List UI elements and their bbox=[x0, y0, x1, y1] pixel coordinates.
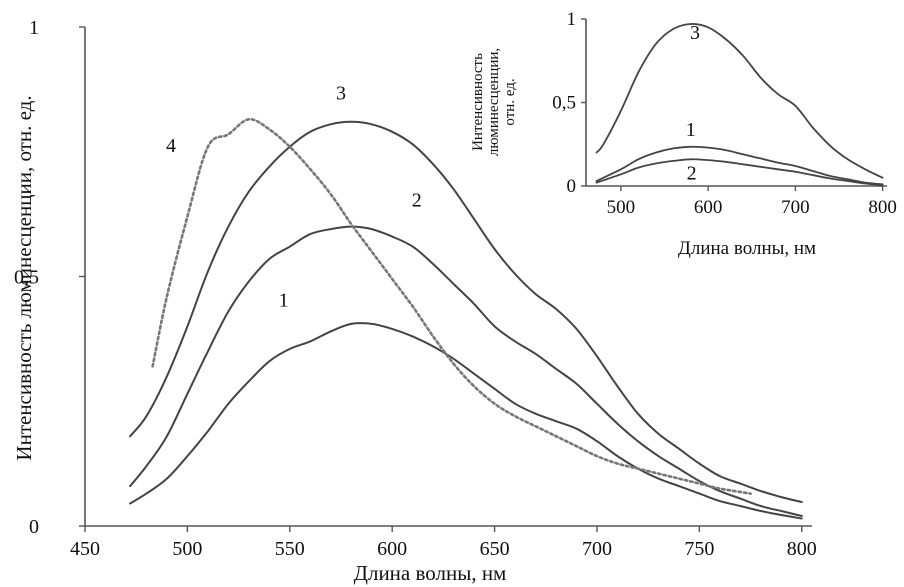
main-x-tick-label: 450 bbox=[70, 538, 100, 560]
inset-axes: 500 600 700 800 0 0,5 1 bbox=[552, 9, 897, 218]
main-curve-label-3: 3 bbox=[336, 82, 346, 104]
main-x-tick-label: 750 bbox=[684, 538, 714, 560]
main-x-tick-label: 550 bbox=[275, 538, 305, 560]
inset-y-tick-label: 0,5 bbox=[552, 93, 576, 114]
main-series-2-line bbox=[129, 225, 803, 517]
inset-x-tick-label: 600 bbox=[694, 197, 723, 218]
main-axes: 450 500 550 600 650 700 750 800 0 0,5 1 bbox=[14, 17, 817, 560]
main-x-tick-label: 600 bbox=[377, 538, 407, 560]
inset-x-axis-title: Длина волны, нм bbox=[678, 238, 816, 259]
main-x-tick-label: 500 bbox=[172, 538, 202, 560]
main-x-tick-label: 650 bbox=[480, 538, 510, 560]
main-series-1-line bbox=[129, 322, 803, 520]
main-curve-label-2: 2 bbox=[412, 190, 422, 212]
main-y-axis-title: Интенсивность люминесценции, отн. ед. bbox=[12, 95, 36, 460]
main-series-3-line bbox=[129, 120, 803, 503]
inset-y-axis-title-line: люминесценции, bbox=[486, 48, 502, 156]
inset-series-3-line bbox=[595, 23, 884, 179]
main-x-tick-label: 800 bbox=[787, 538, 817, 560]
main-labels: 1 2 3 4 bbox=[166, 82, 422, 311]
main-plot: 450 500 550 600 650 700 750 800 0 0,5 1 1 2 3 4 Длина… bbox=[12, 17, 817, 585]
main-y-tick-label: 0,5 bbox=[14, 267, 39, 289]
inset-labels: 1 2 3 bbox=[686, 22, 700, 184]
inset-y-tick-label: 0 bbox=[567, 176, 577, 197]
inset-curve-label-2: 2 bbox=[687, 162, 697, 184]
main-curve-label-1: 1 bbox=[279, 289, 289, 311]
main-y-tick-label: 0 bbox=[29, 516, 39, 538]
inset-series-2-line bbox=[595, 158, 884, 187]
inset-x-tick-label: 500 bbox=[607, 197, 636, 218]
inset-y-tick-label: 1 bbox=[567, 9, 577, 30]
inset-x-tick-label: 800 bbox=[868, 197, 897, 218]
inset-x-tick-label: 700 bbox=[781, 197, 810, 218]
inset-curve-label-1: 1 bbox=[686, 119, 696, 141]
main-curve-label-4: 4 bbox=[166, 135, 176, 157]
main-x-axis-title: Длина волны, нм bbox=[354, 561, 507, 585]
inset-plot: 500 600 700 800 0 0,5 1 1 2 3 Длина волны, нм Ин… bbox=[470, 9, 897, 259]
inset-curve-label-3: 3 bbox=[690, 22, 700, 44]
main-x-tick-label: 700 bbox=[582, 538, 612, 560]
inset-y-axis-title: Интенсивность люминесценции, отн. ед. bbox=[470, 48, 518, 156]
inset-series-1-line bbox=[595, 145, 884, 186]
inset-y-axis-title-line: Интенсивность bbox=[470, 53, 486, 151]
main-series-layer bbox=[129, 117, 803, 520]
main-series-4-line bbox=[151, 117, 752, 495]
main-y-tick-label: 1 bbox=[29, 17, 39, 39]
inset-series-layer bbox=[595, 23, 884, 187]
inset-y-axis-title-line: отн. ед. bbox=[502, 78, 518, 125]
